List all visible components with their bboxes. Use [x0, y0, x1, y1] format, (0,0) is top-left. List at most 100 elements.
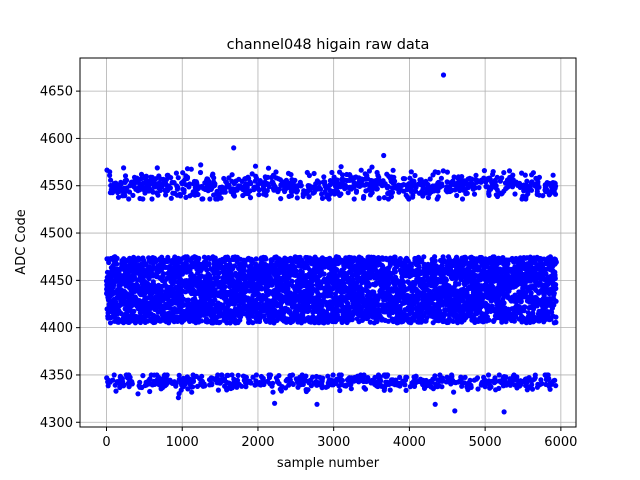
data-point: [369, 164, 375, 170]
data-point: [303, 373, 309, 379]
data-point: [432, 373, 438, 379]
data-point: [288, 172, 294, 178]
data-point: [239, 383, 245, 389]
data-point: [432, 254, 438, 260]
data-point: [111, 372, 117, 378]
data-point: [471, 191, 478, 197]
data-point: [299, 269, 305, 275]
data-point: [348, 386, 354, 392]
data-point: [225, 372, 231, 378]
data-point: [207, 196, 213, 202]
data-point: [206, 261, 212, 267]
data-point: [410, 192, 416, 198]
data-point: [361, 193, 367, 200]
data-point: [431, 188, 437, 194]
data-point: [394, 263, 400, 270]
data-point: [412, 172, 418, 179]
data-point: [326, 196, 332, 202]
data-point: [113, 388, 119, 394]
data-point: [195, 191, 201, 198]
data-point: [143, 173, 149, 179]
data-point: [267, 372, 274, 378]
data-point: [253, 175, 259, 181]
data-point: [293, 268, 299, 274]
data-point: [387, 387, 393, 393]
data-point: [198, 318, 205, 324]
data-point: [385, 372, 391, 378]
data-point: [408, 263, 414, 269]
data-point: [168, 195, 174, 201]
data-point: [392, 269, 398, 275]
data-point: [432, 258, 438, 264]
data-point: [229, 372, 235, 378]
data-point: [290, 381, 296, 387]
data-point: [345, 190, 351, 196]
data-point: [442, 312, 448, 318]
data-point: [124, 177, 130, 183]
data-point: [241, 267, 247, 273]
data-point: [234, 187, 240, 193]
data-point: [451, 389, 457, 395]
data-point: [187, 181, 193, 187]
data-point: [310, 374, 316, 380]
data-point: [190, 378, 197, 384]
data-point: [468, 384, 474, 390]
data-point: [138, 176, 144, 182]
data-point: [439, 183, 445, 189]
data-point: [215, 387, 221, 393]
data-point: [248, 180, 254, 187]
data-point: [421, 254, 427, 260]
data-point: [361, 372, 367, 378]
data-point: [256, 187, 262, 193]
data-point: [127, 374, 133, 380]
data-point: [289, 278, 295, 284]
data-point: [198, 162, 204, 168]
data-point: [319, 195, 326, 201]
data-point: [411, 178, 417, 184]
data-point: [176, 372, 182, 378]
data-point: [337, 387, 343, 394]
data-point: [444, 169, 450, 175]
data-point: [168, 175, 174, 181]
data-point: [261, 381, 267, 388]
data-point: [404, 374, 410, 380]
data-point: [415, 296, 421, 302]
data-point: [226, 175, 232, 181]
data-point: [435, 169, 441, 176]
data-point: [264, 188, 270, 194]
data-point: [247, 195, 254, 201]
data-point: [140, 373, 146, 379]
data-point: [188, 166, 194, 172]
data-point: [114, 261, 120, 267]
data-point: [211, 175, 217, 181]
data-point: [175, 175, 181, 181]
data-point: [475, 386, 481, 392]
data-point: [174, 318, 181, 324]
data-point: [163, 177, 169, 183]
data-point: [325, 373, 331, 379]
data-point: [325, 319, 331, 325]
data-point: [464, 190, 470, 196]
data-point: [424, 315, 430, 321]
data-point: [229, 172, 235, 178]
data-point: [338, 164, 344, 170]
data-point: [362, 386, 369, 392]
data-point: [349, 316, 355, 322]
data-point: [339, 172, 346, 178]
data-point: [234, 377, 241, 383]
data-point: [250, 320, 256, 326]
data-point: [147, 376, 153, 382]
data-point: [403, 387, 409, 393]
data-point: [231, 193, 237, 199]
data-point: [440, 168, 446, 174]
data-point: [311, 170, 317, 177]
data-point: [137, 379, 143, 385]
data-point: [272, 184, 278, 190]
data-point: [130, 192, 136, 198]
data-point: [265, 165, 272, 171]
data-point: [369, 190, 375, 196]
data-point: [402, 382, 408, 388]
data-point: [266, 184, 272, 190]
data-point: [208, 275, 214, 282]
data-point: [215, 274, 221, 280]
